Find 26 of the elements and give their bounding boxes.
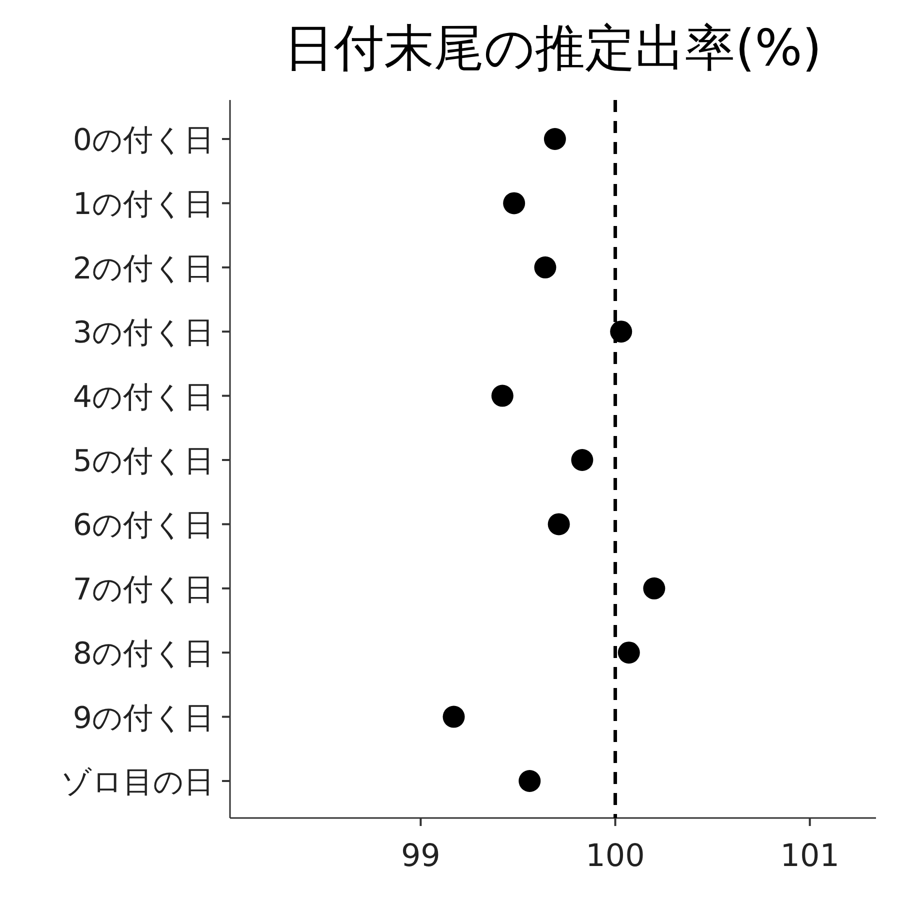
point (548, 513, 570, 536)
x-tick-label: 100 (586, 838, 645, 874)
y-tick-label: ゾロ目の日 (61, 765, 214, 800)
y-tick-label: 0の付く日 (72, 123, 214, 158)
y-tick-label: 4の付く日 (72, 380, 214, 415)
point (518, 770, 541, 792)
y-tick-label: 5の付く日 (72, 444, 214, 479)
y-tick-label: 1の付く日 (72, 187, 214, 222)
point (534, 256, 556, 278)
point (610, 320, 632, 343)
y-tick-label: 2の付く日 (72, 251, 214, 286)
point (544, 128, 566, 150)
x-tick-label: 99 (400, 838, 440, 874)
y-tick-label: 9の付く日 (72, 700, 214, 736)
chart-title: 日付末尾の推定出率(%) (284, 19, 822, 77)
point (643, 577, 666, 600)
x-tick-label: 101 (780, 838, 840, 874)
y-tick-label: 8の付く日 (72, 636, 214, 672)
point (618, 642, 640, 664)
y-tick-label: 7の付く日 (72, 572, 214, 608)
point (571, 449, 594, 471)
point (491, 384, 514, 407)
point (442, 706, 465, 728)
y-tick-label: 3の付く日 (72, 316, 214, 351)
y-tick-label: 6の付く日 (72, 508, 214, 544)
point (503, 192, 526, 214)
